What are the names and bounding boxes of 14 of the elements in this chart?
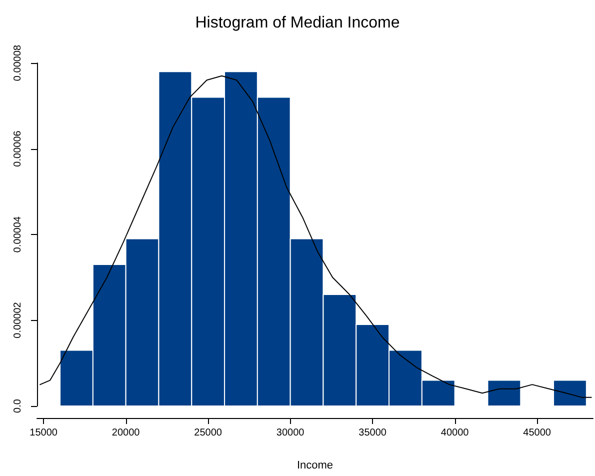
x-tick-label: 30000: [276, 428, 305, 438]
x-tick-label: 25000: [194, 428, 222, 438]
y-tick-label: 0.00006: [12, 130, 24, 167]
x-tick-label: 20000: [112, 428, 140, 438]
x-tick-label: 40000: [440, 428, 470, 438]
x-tick-label: 45000: [523, 428, 552, 438]
y-tick-label: 0.00008: [12, 44, 24, 82]
y-tick-label: 0.00002: [12, 302, 24, 338]
y-tick-label: 0.00004: [12, 216, 24, 253]
chart-title: Histogram of Median Income: [195, 14, 400, 32]
x-tick-label: 15000: [30, 428, 58, 438]
y-tick-label: 0.0: [12, 398, 24, 413]
x-axis-title: Income: [296, 460, 334, 472]
x-tick-label: 35000: [358, 428, 387, 438]
